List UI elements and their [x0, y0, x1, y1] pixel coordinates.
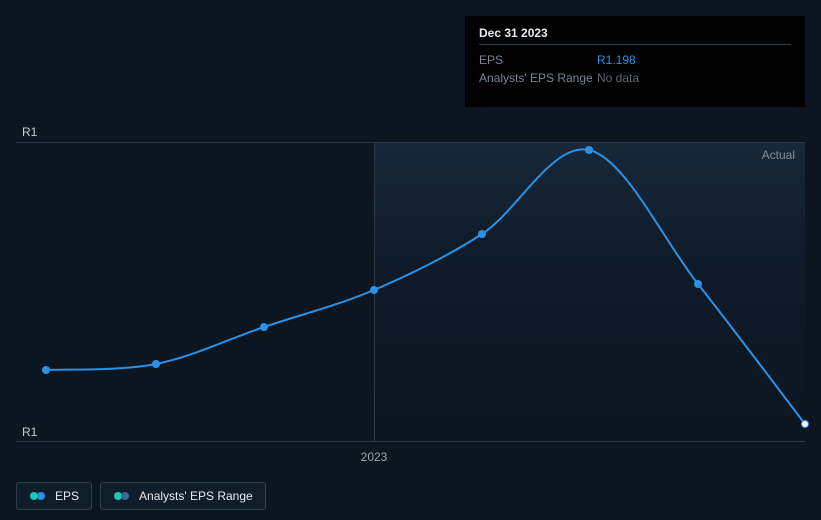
legend-swatch-icon: [113, 491, 131, 501]
series-marker: [370, 286, 378, 294]
x-axis-tick-label: 2023: [361, 450, 388, 464]
series-marker: [585, 146, 593, 154]
legend-label: Analysts' EPS Range: [139, 489, 253, 503]
tooltip-key: Analysts' EPS Range: [479, 69, 597, 87]
legend: EPS Analysts' EPS Range: [16, 482, 266, 510]
legend-swatch-icon: [29, 491, 47, 501]
series-marker: [42, 366, 50, 374]
tooltip-row: EPSR1.198: [479, 51, 791, 69]
plot-area[interactable]: [16, 142, 805, 442]
eps-line-series: [16, 142, 805, 442]
series-marker: [260, 323, 268, 331]
tooltip-date: Dec 31 2023: [479, 26, 791, 45]
tooltip-row: Analysts' EPS RangeNo data: [479, 69, 791, 87]
series-marker: [152, 360, 160, 368]
tooltip-key: EPS: [479, 51, 597, 69]
series-marker: [694, 280, 702, 288]
y-axis-top-label: R1: [22, 125, 37, 139]
legend-item[interactable]: Analysts' EPS Range: [100, 482, 266, 510]
legend-label: EPS: [55, 489, 79, 503]
legend-item[interactable]: EPS: [16, 482, 92, 510]
tooltip-value: R1.198: [597, 51, 636, 69]
chart-tooltip: Dec 31 2023 EPSR1.198Analysts' EPS Range…: [465, 16, 805, 107]
series-marker: [478, 230, 486, 238]
eps-chart: R1 R1 Actual 2023 Dec 31 2023 EPSR1.198A…: [0, 0, 821, 520]
tooltip-value: No data: [597, 69, 639, 87]
series-end-marker: [801, 420, 809, 428]
